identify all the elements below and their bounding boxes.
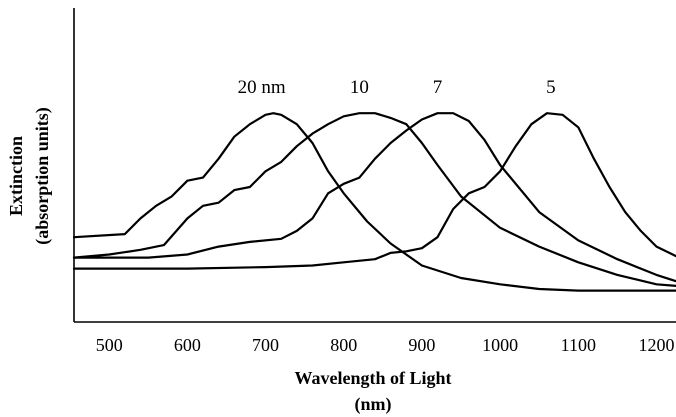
plot-area: 20 nm 10 7 5 500 600 700 800 900 1000 1100 1200 [72, 8, 676, 355]
x-tick-label-500: 500 [96, 335, 123, 355]
series-line-2 [72, 112, 676, 283]
x-tick-label-1000: 1000 [482, 335, 518, 355]
series-line-1 [72, 112, 676, 287]
x-axis-title-line2: (nm) [355, 394, 392, 415]
x-tick-label-600: 600 [174, 335, 201, 355]
x-tick-label-1200: 1200 [639, 335, 675, 355]
series-label-2: 7 [433, 77, 443, 98]
x-tick-labels: 500 600 700 800 900 1000 1100 1200 [96, 335, 675, 355]
series-group [72, 112, 676, 292]
x-tick-label-800: 800 [330, 335, 357, 355]
y-axis-title-line1: Extinction [6, 136, 26, 216]
series-line-0 [72, 112, 676, 292]
x-tick-label-900: 900 [408, 335, 435, 355]
series-label-0: 20 nm [238, 77, 286, 98]
x-tick-label-700: 700 [252, 335, 279, 355]
series-label-1: 10 [350, 77, 369, 98]
y-axis-title-line2: (absorption units) [32, 107, 53, 245]
series-line-3 [72, 112, 676, 270]
x-axis-title-line1: Wavelength of Light [294, 368, 451, 388]
series-labels: 20 nm 10 7 5 [238, 77, 556, 98]
x-tick-label-1100: 1100 [561, 335, 596, 355]
series-label-3: 5 [546, 77, 556, 98]
